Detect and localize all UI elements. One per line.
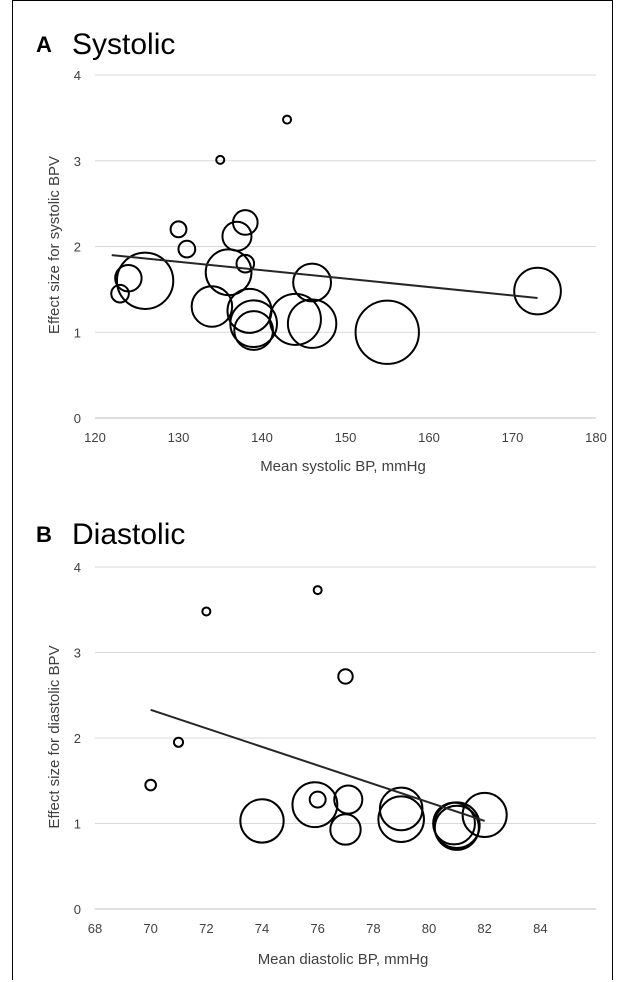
panel-b-bubble (333, 784, 364, 815)
panel-b-bubble (433, 804, 480, 851)
panel-a-bubble (110, 283, 130, 304)
panel-b-y-tick-label: 4 (74, 560, 81, 575)
panel-b-x-tick-label: 76 (310, 921, 324, 936)
panel-a-bubble (190, 285, 234, 328)
panel-b-letter: B (36, 522, 52, 547)
panel-b-x-tick-label: 72 (199, 921, 213, 936)
panel-a-bubble (268, 292, 322, 346)
panel-a-x-tick-label: 150 (335, 430, 357, 445)
panel-b-trend (150, 708, 485, 822)
panel-b-bubble (239, 798, 285, 844)
panel-b-x-ticks: 68 70 72 74 76 78 80 82 84 (88, 921, 548, 936)
panel-b-x-tick-label: 80 (422, 921, 436, 936)
panel-a-y-ticks: 0 1 2 3 4 (74, 68, 81, 426)
panel-a-bubble (215, 154, 226, 165)
panel-a-x-tick-label: 130 (168, 430, 190, 445)
panel-b-y-tick-label: 1 (74, 817, 81, 832)
panel-a-y-axis-label: Effect size for systolic BPV (46, 156, 63, 334)
panel-a-x-ticks: 120 130 140 150 160 170 180 (84, 430, 607, 445)
panel-a-x-tick-label: 120 (84, 430, 106, 445)
panel-b-bubble (144, 778, 157, 792)
panel-a-letter: A (36, 32, 52, 57)
panel-b-x-axis-label: Mean diastolic BP, mmHg (258, 951, 429, 968)
panel-a-bubble (354, 299, 420, 365)
panel-b-bubble (329, 813, 362, 846)
panel-b-trend-line (150, 708, 485, 822)
panel-a-bubbles (110, 114, 562, 365)
panel-a-bubble (115, 251, 175, 310)
panel-b-gridlines (95, 566, 596, 910)
panel-b-y-tick-label: 0 (74, 902, 81, 917)
panel-b-bubble (312, 585, 323, 596)
panel-a-y-tick-label: 0 (74, 411, 81, 426)
panel-a-gridlines (95, 74, 596, 419)
panel-a-bubble (235, 253, 256, 274)
panel-a-title: Systolic (72, 28, 175, 61)
panel-b-x-tick-label: 74 (255, 921, 269, 936)
panel-a-y-tick-label: 4 (74, 68, 81, 83)
panel-a-bubble (292, 262, 333, 303)
panel-a-trend (111, 254, 538, 299)
panel-diastolic: B Diastolic 0 1 2 3 4 68 70 72 74 76 78 80 82 84 Mea… (36, 518, 596, 968)
panel-b-x-tick-label: 70 (143, 921, 157, 936)
panel-a-trend-line (111, 254, 538, 299)
panel-a-x-tick-label: 180 (585, 430, 607, 445)
panel-b-bubble (377, 795, 425, 844)
panel-b-bubble (461, 791, 508, 838)
panel-systolic: A Systolic 0 1 2 3 4 120 130 140 150 160 170 180 M… (36, 28, 607, 475)
panel-b-bubble (337, 668, 354, 685)
panel-b-x-tick-label: 82 (477, 921, 491, 936)
panel-a-y-tick-label: 2 (74, 240, 81, 255)
panel-a-bubble (229, 299, 278, 348)
panel-b-bubbles (144, 585, 508, 851)
panel-a-y-tick-label: 3 (74, 154, 81, 169)
panel-b-y-tick-label: 3 (74, 646, 81, 661)
panel-a-bubble (513, 266, 562, 316)
panel-a-x-tick-label: 160 (418, 430, 440, 445)
panel-b-bubble (172, 736, 185, 748)
panel-b-bubble (201, 606, 212, 617)
panel-b-y-ticks: 0 1 2 3 4 (74, 560, 81, 917)
panel-b-bubble (291, 781, 339, 829)
panel-a-bubble (114, 264, 143, 293)
panel-b-bubble (308, 790, 327, 809)
panel-b-bubble (433, 801, 481, 850)
panel-b-x-tick-label: 68 (88, 921, 102, 936)
panel-b-y-tick-label: 2 (74, 731, 81, 746)
figure-frame (12, 0, 613, 980)
panel-b-title: Diastolic (72, 518, 185, 551)
panel-a-bubble (177, 239, 197, 259)
panel-a-x-tick-label: 170 (502, 430, 524, 445)
panel-a-x-axis-label: Mean systolic BP, mmHg (260, 458, 426, 475)
panel-b-y-axis-label: Effect size for diastolic BPV (46, 645, 63, 828)
panel-a-x-tick-label: 140 (251, 430, 273, 445)
panel-b-x-tick-label: 78 (366, 921, 380, 936)
panel-a-bubble (282, 114, 293, 125)
panel-a-y-tick-label: 1 (74, 325, 81, 340)
panel-a-bubble (286, 298, 338, 349)
panel-b-x-tick-label: 84 (533, 921, 547, 936)
panel-a-bubble (169, 220, 188, 239)
